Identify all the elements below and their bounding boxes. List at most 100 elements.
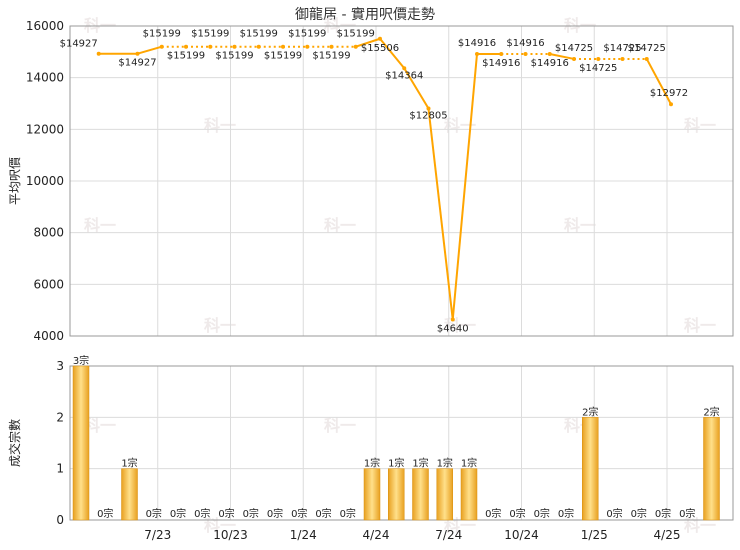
volume-bar	[388, 468, 405, 521]
price-point	[450, 317, 455, 322]
chart-title: 御龍居 - 實用呎價走勢	[295, 6, 435, 23]
price-point-label: $12805	[409, 111, 447, 122]
top-y-tick-label: 6000	[33, 277, 64, 291]
top-y-ticks: 4000 6000 8000 10000 12000 14000 16000	[26, 19, 64, 343]
watermark-text: 科一	[444, 516, 476, 535]
volume-bar-label: 2宗	[703, 405, 719, 418]
volume-bar-label: 1宗	[437, 457, 453, 470]
bottom-y-axis-label: 成交宗數	[7, 419, 22, 467]
top-y-tick-label: 12000	[26, 122, 64, 136]
volume-bar-label: 1宗	[388, 457, 404, 470]
price-point-label: $14927	[118, 58, 156, 69]
price-point-label: $15199	[167, 51, 205, 62]
volume-bar-label: 0宗	[509, 507, 525, 520]
price-line-segment	[355, 37, 381, 48]
x-tick-label: 4/25	[654, 528, 681, 542]
watermark-text: 科一	[84, 416, 116, 435]
price-point	[281, 44, 285, 49]
price-point	[305, 44, 310, 49]
bottom-y-tick-label: 2	[56, 410, 64, 424]
watermark-text: 科一	[204, 516, 236, 535]
price-line-segment	[451, 53, 478, 320]
price-point-label: $4640	[437, 323, 469, 334]
watermark-text: 科一	[324, 216, 356, 235]
price-point-label: $15199	[191, 29, 229, 40]
volume-bar	[412, 468, 429, 521]
price-point	[208, 44, 213, 49]
top-plot-frame	[69, 25, 734, 337]
volume-bars	[72, 365, 720, 521]
price-line-segment	[137, 45, 163, 55]
price-point-label: $14916	[506, 38, 544, 49]
price-point	[475, 52, 479, 57]
top-y-tick-label: 8000	[33, 226, 64, 240]
volume-bar	[703, 417, 720, 521]
price-point	[96, 51, 101, 56]
price-point	[499, 52, 504, 57]
watermark-text: 科一	[684, 316, 716, 335]
volume-bar-labels: 3宗 0宗 1宗 0宗 0宗 0宗 0宗 0宗 0宗 0宗 0宗 0宗 1宗 1宗 1宗 1宗 1宗 0宗 0宗 0宗…	[73, 354, 720, 520]
price-point-label: $12972	[650, 88, 688, 99]
volume-bar-label: 0宗	[267, 507, 283, 520]
volume-bar-label: 0宗	[243, 507, 259, 520]
top-y-tick-label: 10000	[26, 174, 64, 188]
volume-bar-label: 0宗	[631, 507, 647, 520]
price-line-segment	[379, 38, 406, 69]
volume-bar	[121, 468, 138, 521]
volume-bar-label: 0宗	[534, 507, 550, 520]
price-point-label: $14725	[628, 43, 666, 54]
volume-bar-label: 0宗	[170, 507, 186, 520]
volume-bar-label: 1宗	[412, 457, 428, 470]
price-point-label: $15199	[288, 29, 326, 40]
price-line-segment	[645, 58, 672, 105]
price-point-label: $15199	[143, 29, 181, 40]
top-y-tick-label: 16000	[26, 19, 64, 33]
price-point-label: $15199	[240, 29, 278, 40]
volume-bar-label: 0宗	[146, 507, 162, 520]
price-point-labels: $14927 $14927 $15199 $15199 $15199 $15199 $151…	[60, 29, 688, 335]
watermark-text: 科一	[84, 216, 116, 235]
top-y-tick-label: 14000	[26, 71, 64, 85]
volume-bar-label: 3宗	[73, 354, 89, 367]
price-line-segment	[427, 108, 454, 320]
price-point	[353, 44, 358, 49]
price-point-label: $15199	[264, 51, 302, 62]
watermark-text: 科一	[444, 116, 476, 135]
price-points	[96, 36, 673, 322]
price-point	[523, 52, 528, 57]
volume-bar-label: 0宗	[606, 507, 622, 520]
volume-bar	[363, 468, 381, 521]
price-point-label: $14725	[579, 63, 617, 74]
volume-bar-label: 0宗	[485, 507, 501, 520]
price-point-label: $14916	[531, 58, 569, 69]
x-tick-label: 1/24	[290, 528, 317, 542]
top-y-axis-label: 平均呎價	[8, 157, 22, 205]
watermark-text: 科一	[564, 216, 596, 235]
price-point	[378, 36, 382, 41]
x-ticks: 7/23 10/23 1/24 4/24 7/24 10/24 1/25 4/25	[144, 528, 680, 542]
price-point	[135, 51, 140, 56]
x-tick-label: 10/24	[504, 528, 539, 542]
price-point-label: $14927	[60, 39, 98, 50]
top-y-tick-label: 4000	[33, 329, 64, 343]
price-point	[256, 44, 261, 49]
x-tick-label: 4/24	[363, 528, 390, 542]
price-point	[329, 44, 334, 49]
volume-bar	[582, 417, 599, 521]
volume-bar	[460, 468, 478, 521]
volume-bar-label: 0宗	[194, 507, 210, 520]
price-point-label: $15199	[337, 29, 375, 40]
volume-bar-label: 0宗	[655, 507, 671, 520]
volume-bar-label: 0宗	[679, 507, 695, 520]
price-point-label: $14916	[482, 58, 520, 69]
volume-bar	[436, 468, 453, 521]
price-point-label: $14364	[385, 70, 423, 81]
price-point-label: $15199	[215, 51, 253, 62]
price-point	[184, 44, 188, 49]
x-tick-label: 1/25	[581, 528, 608, 542]
volume-bar-label: 2宗	[582, 405, 598, 418]
price-point	[232, 44, 237, 49]
x-tick-label: 10/23	[213, 528, 248, 542]
